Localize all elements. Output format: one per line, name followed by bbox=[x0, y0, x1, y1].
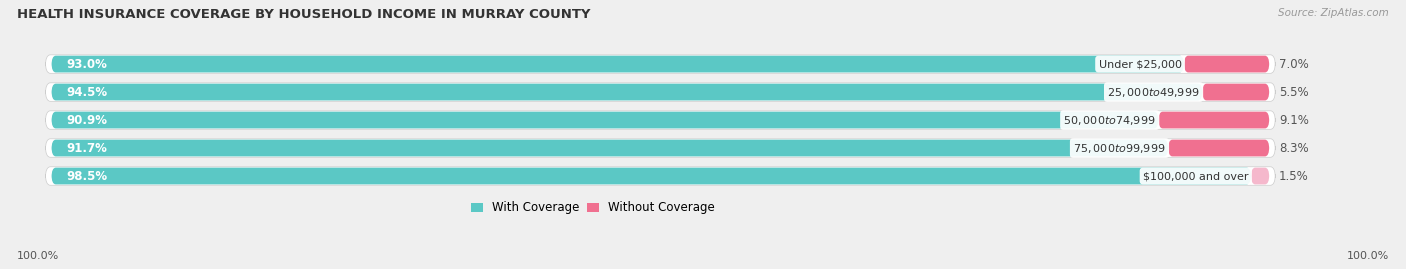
Text: 91.7%: 91.7% bbox=[66, 141, 107, 154]
Legend: With Coverage, Without Coverage: With Coverage, Without Coverage bbox=[467, 196, 720, 219]
FancyBboxPatch shape bbox=[52, 168, 1251, 185]
Text: 93.0%: 93.0% bbox=[66, 58, 107, 70]
Text: 5.5%: 5.5% bbox=[1279, 86, 1309, 98]
Text: 98.5%: 98.5% bbox=[66, 169, 107, 183]
FancyBboxPatch shape bbox=[1202, 84, 1270, 100]
FancyBboxPatch shape bbox=[52, 112, 1159, 128]
Text: 1.5%: 1.5% bbox=[1279, 169, 1309, 183]
Text: $100,000 and over: $100,000 and over bbox=[1143, 171, 1249, 181]
Text: Under $25,000: Under $25,000 bbox=[1098, 59, 1181, 69]
FancyBboxPatch shape bbox=[1168, 140, 1270, 157]
Text: $50,000 to $74,999: $50,000 to $74,999 bbox=[1063, 114, 1156, 126]
Text: 7.0%: 7.0% bbox=[1279, 58, 1309, 70]
Text: 100.0%: 100.0% bbox=[1347, 251, 1389, 261]
FancyBboxPatch shape bbox=[1159, 112, 1270, 128]
Text: 90.9%: 90.9% bbox=[66, 114, 107, 126]
Text: 94.5%: 94.5% bbox=[66, 86, 107, 98]
FancyBboxPatch shape bbox=[45, 111, 1275, 129]
Text: 9.1%: 9.1% bbox=[1279, 114, 1309, 126]
FancyBboxPatch shape bbox=[45, 83, 1275, 101]
FancyBboxPatch shape bbox=[45, 55, 1275, 73]
FancyBboxPatch shape bbox=[52, 140, 1168, 157]
Text: Source: ZipAtlas.com: Source: ZipAtlas.com bbox=[1278, 8, 1389, 18]
FancyBboxPatch shape bbox=[1184, 56, 1270, 72]
Text: HEALTH INSURANCE COVERAGE BY HOUSEHOLD INCOME IN MURRAY COUNTY: HEALTH INSURANCE COVERAGE BY HOUSEHOLD I… bbox=[17, 8, 591, 21]
Text: $25,000 to $49,999: $25,000 to $49,999 bbox=[1108, 86, 1199, 98]
FancyBboxPatch shape bbox=[52, 84, 1202, 100]
FancyBboxPatch shape bbox=[45, 139, 1275, 157]
Text: 100.0%: 100.0% bbox=[17, 251, 59, 261]
FancyBboxPatch shape bbox=[1251, 168, 1270, 185]
Text: $75,000 to $99,999: $75,000 to $99,999 bbox=[1073, 141, 1166, 154]
Text: 8.3%: 8.3% bbox=[1279, 141, 1309, 154]
FancyBboxPatch shape bbox=[45, 167, 1275, 185]
FancyBboxPatch shape bbox=[52, 56, 1184, 72]
